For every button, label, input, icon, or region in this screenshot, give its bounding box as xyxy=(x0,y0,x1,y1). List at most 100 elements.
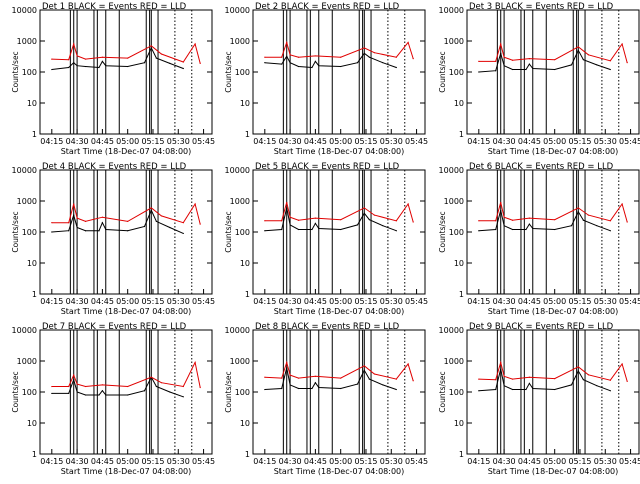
data-point-events xyxy=(297,65,300,68)
data-point-lld xyxy=(511,378,514,380)
x-axis-label: Start Time (18-Dec-07 04:08:00) xyxy=(61,307,192,316)
y-tick-label: 100 xyxy=(22,68,37,77)
data-point-events xyxy=(76,226,78,229)
data-point-events xyxy=(495,70,497,72)
x-tick-label: 05:15 xyxy=(568,137,591,146)
data-point-lld xyxy=(199,223,201,225)
x-tick-label: 05:30 xyxy=(380,137,403,146)
data-point-events xyxy=(101,390,103,392)
x-tick-label: 04:30 xyxy=(66,457,89,466)
data-point-events xyxy=(73,379,75,381)
data-point-events xyxy=(395,388,397,391)
panel-title: Det 6 BLACK = Events RED = LLD xyxy=(469,162,614,172)
data-point-lld xyxy=(363,207,365,209)
data-point-events xyxy=(101,60,103,62)
data-point-lld xyxy=(412,221,414,223)
data-point-events xyxy=(503,65,505,67)
y-tick-label: 1 xyxy=(32,130,37,139)
x-tick-label: 04:45 xyxy=(91,137,114,146)
panel-title: Det 9 BLACK = Events RED = LLD xyxy=(469,322,614,332)
data-point-lld xyxy=(587,214,590,216)
y-axis-label: Counts/sec xyxy=(11,371,20,412)
data-point-events xyxy=(182,67,184,70)
data-point-events xyxy=(311,228,313,231)
data-point-events xyxy=(76,65,78,67)
x-axis-label: Start Time (18-Dec-07 04:08:00) xyxy=(274,307,405,316)
y-axis-label: Counts/sec xyxy=(11,51,20,92)
y-tick-label: 1000 xyxy=(17,197,37,206)
series-line-lld xyxy=(264,202,414,223)
x-tick-label: 04:30 xyxy=(493,297,516,306)
x-tick-label: 04:45 xyxy=(91,297,114,306)
data-point-events xyxy=(182,396,184,398)
series-line-events xyxy=(264,52,397,69)
y-tick-label: 10 xyxy=(454,99,464,108)
x-tick-label: 04:45 xyxy=(518,137,541,146)
x-tick-label: 05:45 xyxy=(192,297,215,306)
y-tick-label: 10 xyxy=(27,99,37,108)
data-point-lld xyxy=(340,377,342,379)
x-tick-label: 05:15 xyxy=(141,457,164,466)
x-tick-label: 05:45 xyxy=(192,137,215,146)
x-tick-label: 05:30 xyxy=(594,297,617,306)
y-axis-label: Counts/sec xyxy=(224,371,233,412)
data-point-events xyxy=(281,63,283,65)
data-point-events xyxy=(150,209,152,211)
data-point-lld xyxy=(495,379,497,381)
data-point-events xyxy=(525,228,527,231)
data-point-events xyxy=(68,392,70,395)
data-point-events xyxy=(289,384,291,386)
data-point-events xyxy=(150,47,152,49)
y-tick-label: 10 xyxy=(240,419,250,428)
panel-title: Det 3 BLACK = Events RED = LLD xyxy=(469,2,614,12)
x-tick-label: 05:30 xyxy=(167,297,190,306)
y-tick-label: 100 xyxy=(235,388,250,397)
plot-frame xyxy=(252,9,426,135)
y-tick-label: 1 xyxy=(245,130,250,139)
y-tick-label: 1000 xyxy=(230,197,250,206)
detector-panel-6: Det 6 BLACK = Events RED = LLD 1 10 100 1000… xyxy=(438,162,640,316)
data-point-lld xyxy=(587,374,590,376)
x-tick-label: 04:15 xyxy=(467,137,490,146)
data-point-events xyxy=(478,71,480,73)
data-point-events xyxy=(105,228,107,231)
panel-title: Det 4 BLACK = Events RED = LLD xyxy=(42,162,187,172)
data-point-events xyxy=(286,207,288,209)
data-point-events xyxy=(289,62,291,64)
data-point-events xyxy=(318,227,320,230)
data-point-lld xyxy=(289,54,291,56)
x-tick-label: 05:15 xyxy=(141,297,164,306)
data-point-events xyxy=(73,214,75,216)
x-tick-label: 05:45 xyxy=(405,457,428,466)
data-point-lld xyxy=(76,383,78,385)
y-tick-label: 100 xyxy=(235,228,250,237)
data-point-lld xyxy=(626,221,628,223)
data-point-events xyxy=(503,385,505,387)
data-point-lld xyxy=(286,361,288,364)
x-tick-label: 05:30 xyxy=(167,137,190,146)
x-tick-label: 05:00 xyxy=(116,137,139,146)
data-point-events xyxy=(356,383,359,385)
data-point-events xyxy=(532,67,534,70)
x-tick-label: 04:15 xyxy=(40,297,63,306)
x-tick-label: 05:00 xyxy=(543,137,566,146)
data-point-events xyxy=(570,225,573,227)
x-axis-label: Start Time (18-Dec-07 04:08:00) xyxy=(488,147,619,156)
data-point-events xyxy=(582,59,584,61)
data-point-lld xyxy=(503,216,505,218)
data-point-lld xyxy=(297,56,300,58)
panel-title: Det 8 BLACK = Events RED = LLD xyxy=(255,322,400,332)
data-point-events xyxy=(143,62,146,64)
detector-panel-1: Det 1 BLACK = Events RED = LLD 1 10 100 1000… xyxy=(11,2,215,156)
data-point-events xyxy=(51,231,53,233)
data-point-lld xyxy=(609,379,611,381)
data-point-events xyxy=(289,224,291,226)
data-point-events xyxy=(609,230,611,232)
data-point-events xyxy=(169,226,171,229)
series-line-events xyxy=(51,46,184,70)
data-point-events xyxy=(495,228,497,231)
data-point-events xyxy=(570,64,573,66)
data-point-lld xyxy=(478,220,480,222)
data-point-events xyxy=(68,66,70,69)
